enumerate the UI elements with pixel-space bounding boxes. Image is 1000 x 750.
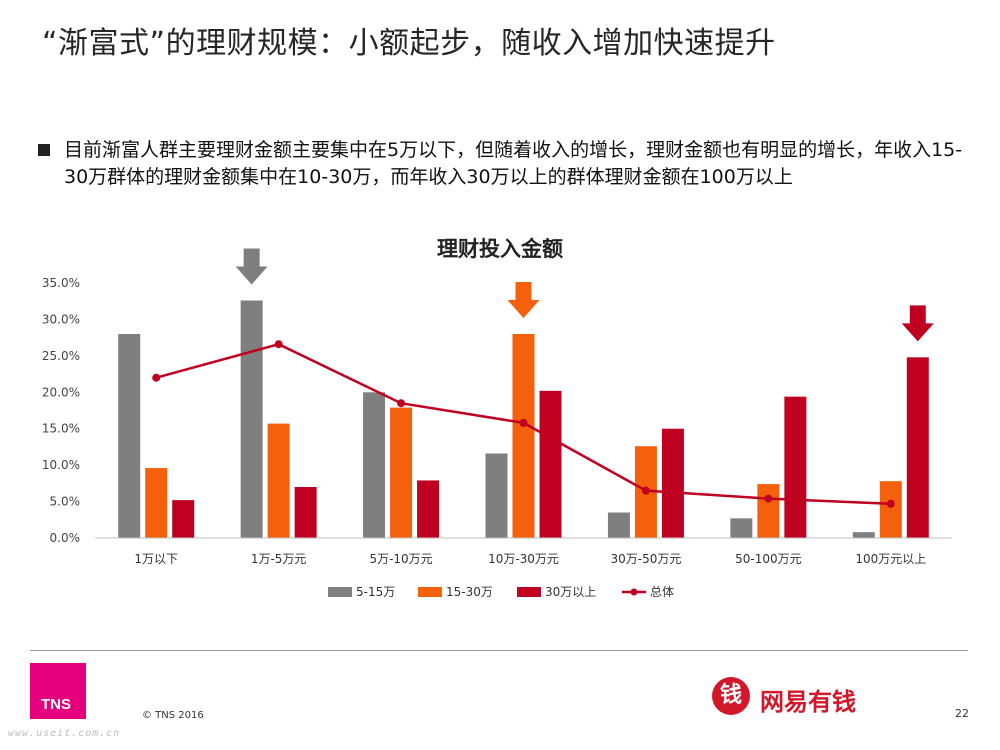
x-axis-labels: 1万以下 1万-5万元 5万-10万元 10万-30万元 30万-50万元 50-100万… xyxy=(134,552,926,566)
x-tick-label: 1万-5万元 xyxy=(251,552,307,566)
bar-3-2 xyxy=(294,487,317,538)
chart-legend: 5-15万 15-30万 30万以上 总体 xyxy=(328,585,674,599)
highlight-arrows xyxy=(235,248,934,342)
bar-3-1 xyxy=(172,500,195,538)
brand-name: 网易有钱 xyxy=(760,688,856,716)
watermark-text: www.useit.com.cn xyxy=(8,728,121,739)
bar-1-4 xyxy=(485,453,508,538)
y-tick-label: 20.0% xyxy=(42,385,80,399)
bar-2-7 xyxy=(879,481,902,538)
bar-1-2 xyxy=(240,300,263,538)
bullet-square-icon xyxy=(38,144,50,156)
x-tick-label: 100万元以上 xyxy=(855,552,926,566)
bar-series xyxy=(118,300,929,538)
tns-logo: TNS xyxy=(30,663,86,719)
bar-3-6 xyxy=(784,396,807,538)
page-number: 22 xyxy=(955,707,969,720)
bar-1-1 xyxy=(118,334,141,538)
legend-swatch xyxy=(328,587,352,597)
total-line-point xyxy=(641,486,650,495)
bar-2-1 xyxy=(145,468,168,538)
brand-coin-icon: 钱 xyxy=(712,677,750,715)
total-line-point xyxy=(152,373,161,382)
bar-2-3 xyxy=(390,407,413,538)
legend-swatch xyxy=(418,587,442,597)
total-line-point xyxy=(519,418,528,427)
legend-swatch xyxy=(517,587,541,597)
bar-2-4 xyxy=(512,334,535,538)
bar-1-5 xyxy=(607,512,630,538)
investment-amount-chart: 理财投入金额 0.0% 5.0% 10.0% 15.0% 20.0% 25.0% 30.0%… xyxy=(42,237,952,599)
total-line-point xyxy=(274,340,283,349)
tns-logo-text: TNS xyxy=(41,696,71,713)
y-tick-label: 35.0% xyxy=(42,276,80,290)
bullet-text: 目前渐富人群主要理财金额主要集中在5万以下，但随着收入的增长，理财金额也有明显的… xyxy=(64,139,963,188)
y-tick-label: 30.0% xyxy=(42,312,80,326)
bar-3-5 xyxy=(661,428,684,538)
total-line-point xyxy=(397,399,406,408)
copyright-text: © TNS 2016 xyxy=(142,710,204,721)
x-tick-label: 1万以下 xyxy=(134,552,178,566)
bar-1-7 xyxy=(852,532,875,538)
bar-2-6 xyxy=(757,484,780,538)
legend-label: 30万以上 xyxy=(545,585,596,599)
x-tick-label: 50-100万元 xyxy=(735,552,802,566)
x-tick-label: 30万-50万元 xyxy=(610,552,681,566)
x-tick-label: 5万-10万元 xyxy=(369,552,432,566)
bar-3-3 xyxy=(417,480,440,538)
y-axis: 0.0% 5.0% 10.0% 15.0% 20.0% 25.0% 30.0% 35.0% xyxy=(42,276,80,545)
legend-label: 5-15万 xyxy=(356,585,395,599)
bar-1-6 xyxy=(730,518,753,538)
chart-title: 理财投入金额 xyxy=(437,237,563,261)
total-line-point xyxy=(886,499,895,508)
total-line-point xyxy=(764,494,773,503)
x-tick-label: 10万-30万元 xyxy=(488,552,559,566)
y-tick-label: 15.0% xyxy=(42,422,80,436)
bullet-point: 目前渐富人群主要理财金额主要集中在5万以下，但随着收入的增长，理财金额也有明显的… xyxy=(38,137,968,191)
y-tick-label: 0.0% xyxy=(50,531,81,545)
bar-2-2 xyxy=(267,423,290,538)
down-arrow-icon xyxy=(235,248,268,285)
down-arrow-icon xyxy=(507,282,540,318)
bar-1-3 xyxy=(363,392,386,538)
legend-label: 总体 xyxy=(650,585,674,599)
down-arrow-icon xyxy=(901,305,934,342)
y-tick-label: 25.0% xyxy=(42,349,80,363)
y-tick-label: 10.0% xyxy=(42,458,80,472)
legend-marker xyxy=(630,588,638,596)
footer-divider xyxy=(30,650,968,651)
total-line-series xyxy=(152,340,895,508)
slide-title: “渐富式”的理财规模：小额起步，随收入增加快速提升 xyxy=(42,26,776,61)
legend-label: 15-30万 xyxy=(446,585,493,599)
bar-3-4 xyxy=(539,390,562,538)
y-tick-label: 5.0% xyxy=(50,495,81,509)
bar-3-7 xyxy=(906,357,929,538)
